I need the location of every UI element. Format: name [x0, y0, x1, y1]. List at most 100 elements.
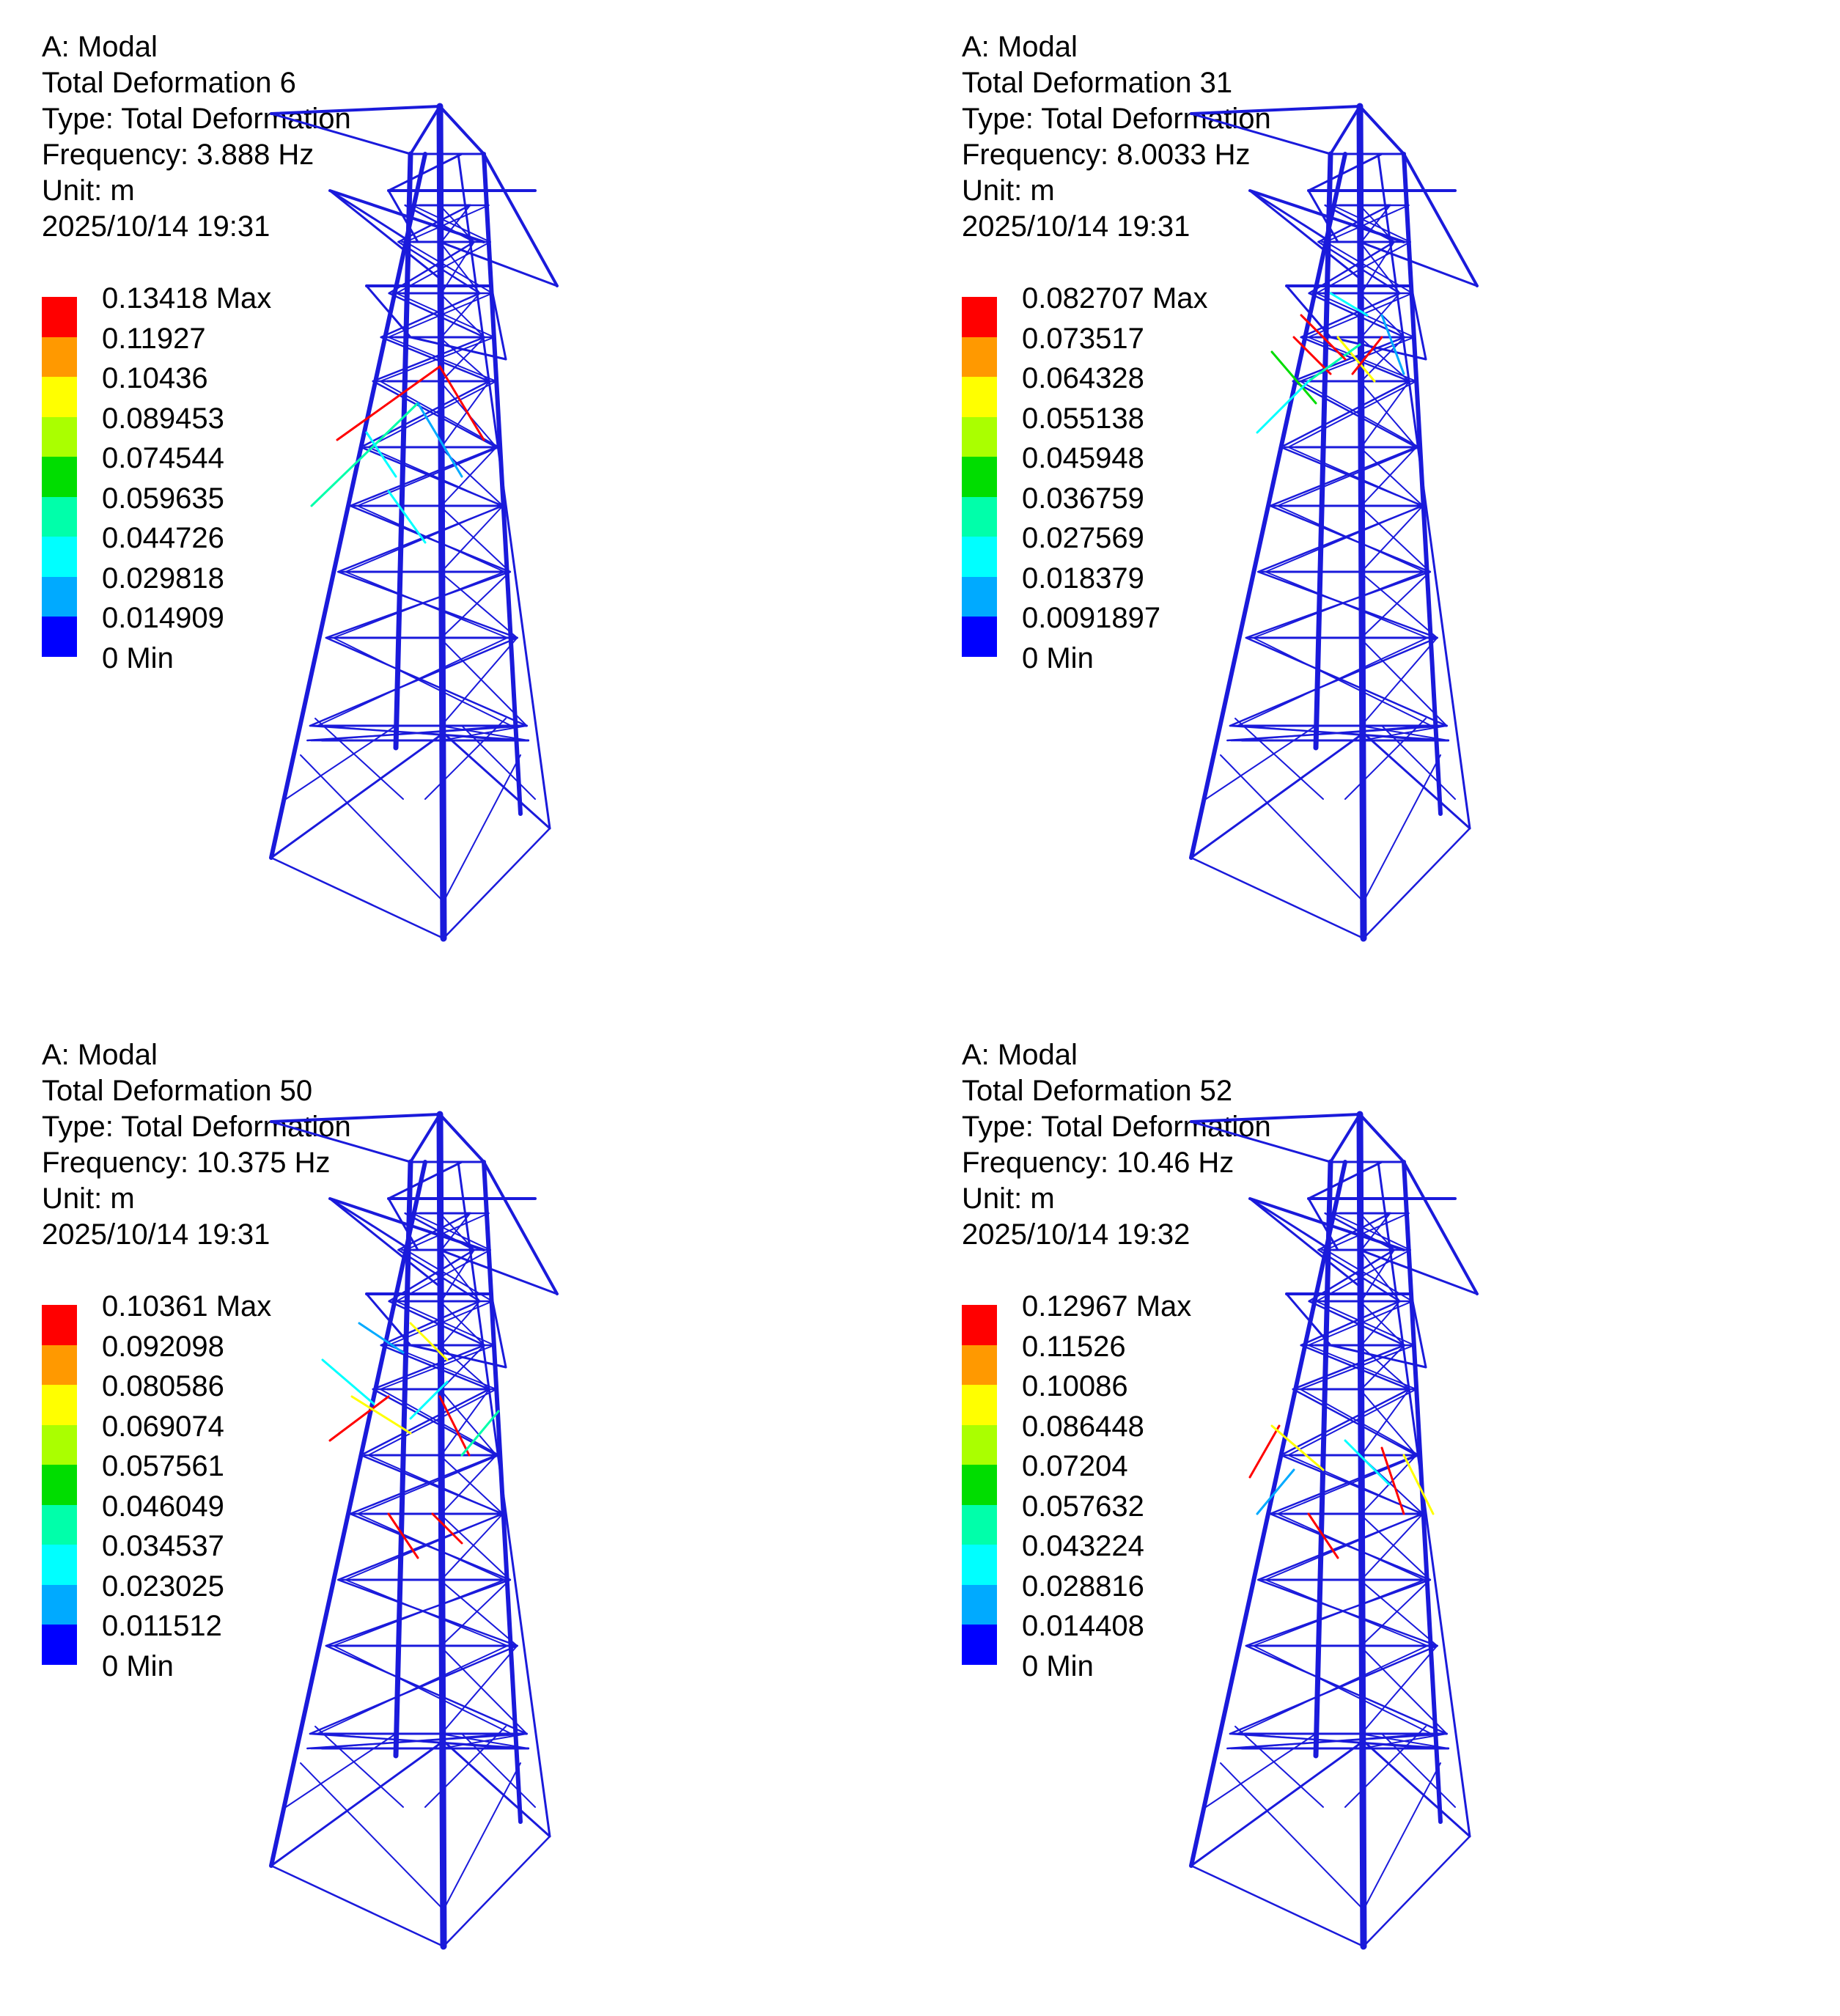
- tower-member: [328, 1197, 412, 1251]
- legend-value-label: 0.034537: [102, 1530, 224, 1562]
- tower-member: [372, 1344, 486, 1391]
- tower-member: [316, 637, 509, 726]
- deformed-member: [438, 365, 485, 441]
- tower-member: [397, 240, 481, 295]
- tower-member: [1248, 189, 1361, 280]
- tower-member: [1329, 1113, 1361, 1163]
- tower-member: [270, 732, 445, 859]
- deformed-member: [1270, 1424, 1325, 1471]
- tower-member: [332, 571, 506, 639]
- tower-member: [439, 205, 475, 243]
- legend-color-band: [962, 1424, 997, 1465]
- result-type: Type: Total Deformation: [962, 1111, 1271, 1143]
- result-header: A: Modal Total Deformation 50 Type: Tota…: [42, 1037, 351, 1253]
- tower-member: [439, 336, 490, 382]
- result-frequency: Frequency: 3.888 Hz: [42, 139, 314, 171]
- tower-member: [441, 1454, 498, 1515]
- tower-member: [442, 1740, 551, 1838]
- legend-value-label: 0.036759: [1022, 482, 1144, 515]
- tower-member: [441, 1733, 528, 1749]
- deformed-member: [416, 402, 463, 478]
- tower-member: [436, 103, 447, 942]
- deformed-member: [336, 365, 441, 441]
- tower-member: [439, 1454, 504, 1515]
- legend-color-band: [962, 1625, 997, 1665]
- tower-member: [1359, 637, 1448, 726]
- tower-member: [438, 1113, 485, 1163]
- tower-member: [356, 1454, 500, 1515]
- legend-color-band: [42, 336, 77, 378]
- deformed-member: [438, 1395, 471, 1457]
- tower-member: [1361, 293, 1401, 338]
- tower-member: [1190, 732, 1365, 859]
- tower-member: [1307, 293, 1413, 338]
- tower-member: [1325, 241, 1413, 294]
- tower-member: [1410, 1292, 1427, 1369]
- tower-member: [1359, 571, 1438, 639]
- tower-member: [439, 571, 518, 639]
- tower-member: [1331, 1213, 1411, 1251]
- legend-value-label: 0.018379: [1022, 562, 1144, 595]
- tower-member: [387, 152, 463, 192]
- legend-value-label: 0 Min: [1022, 1649, 1094, 1682]
- tower-member: [1361, 505, 1424, 573]
- tower-member: [438, 105, 485, 155]
- tower-member: [482, 1160, 559, 1295]
- result-frequency: Frequency: 8.0033 Hz: [962, 139, 1251, 171]
- tower-member: [1315, 1249, 1411, 1302]
- tower-member: [387, 336, 497, 382]
- deformed-member: [409, 1380, 449, 1420]
- tower-member: [1325, 1249, 1413, 1302]
- legend-value-label: 0.057632: [1022, 1490, 1144, 1523]
- tower-member: [380, 336, 490, 383]
- deformed-member: [1380, 1446, 1405, 1515]
- tower-member: [1189, 152, 1347, 860]
- deformed-member: [350, 1395, 412, 1435]
- tower-member: [404, 204, 475, 243]
- tower-member: [1308, 240, 1395, 295]
- deformed-member: [1256, 380, 1310, 434]
- deformed-member: [1270, 350, 1317, 405]
- tower-member: [1363, 1762, 1441, 1910]
- tower-member: [1344, 718, 1427, 800]
- tower-member: [397, 204, 471, 243]
- tower-member: [439, 1344, 490, 1390]
- tower-member: [380, 292, 481, 339]
- tower-member: [379, 1388, 500, 1456]
- tower-member: [387, 293, 493, 338]
- tower-member: [1324, 1212, 1395, 1251]
- tower-member: [1361, 1388, 1410, 1456]
- analysis-name: A: Modal: [962, 1039, 1078, 1071]
- legend-value-label: 0.073517: [1022, 322, 1144, 355]
- tower-member: [1359, 1645, 1448, 1734]
- tower-member: [379, 380, 500, 448]
- tower-member: [1252, 1579, 1426, 1647]
- tower-member: [1236, 637, 1429, 726]
- legend-color-band: [962, 1504, 997, 1545]
- tower-member: [1285, 1292, 1332, 1347]
- tower-member: [1276, 446, 1420, 507]
- tower-member: [1359, 1579, 1438, 1647]
- tower-member: [1190, 1113, 1361, 1123]
- result-timestamp: 2025/10/14 19:31: [42, 210, 271, 243]
- tower-member: [1269, 1454, 1418, 1515]
- tower-member: [367, 1454, 503, 1515]
- legend-color-band: [42, 1465, 77, 1505]
- tower-member: [1308, 292, 1406, 339]
- legend-value-label: 0.046049: [102, 1490, 224, 1523]
- legend-color-band: [962, 1545, 997, 1585]
- legend-color-band: [42, 377, 77, 417]
- tower-member: [1362, 1740, 1471, 1838]
- tower-member: [1359, 241, 1401, 294]
- tower-member: [1248, 189, 1332, 243]
- legend-value-label: 0.023025: [102, 1570, 224, 1603]
- tower-member: [1276, 1513, 1426, 1581]
- legend-color-band: [42, 297, 77, 337]
- tower-member: [379, 336, 496, 382]
- tower-member: [332, 1645, 512, 1734]
- tower-member: [1358, 1113, 1405, 1163]
- tower-member: [365, 284, 412, 339]
- tower-member: [1190, 112, 1332, 155]
- legend-value-label: 0.057561: [102, 1450, 224, 1482]
- tower-member: [1276, 1454, 1420, 1515]
